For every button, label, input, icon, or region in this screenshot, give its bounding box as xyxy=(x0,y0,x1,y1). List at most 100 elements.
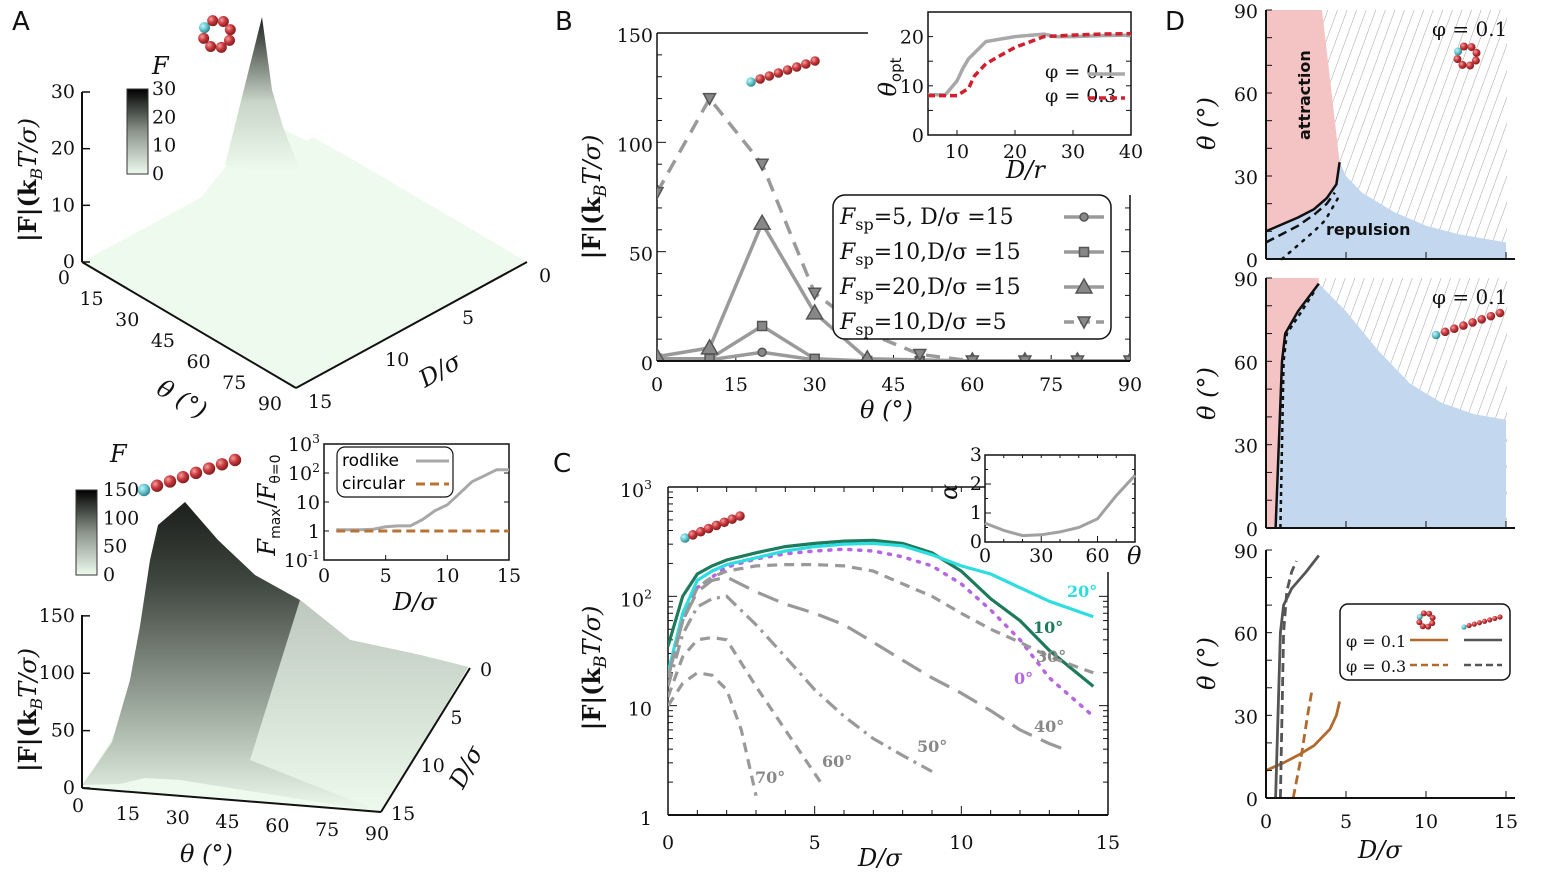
marker-triangle-down xyxy=(965,355,980,361)
curve-label-a40: 40° xyxy=(1034,717,1064,736)
series-φ=0.3 xyxy=(928,31,1132,98)
tick-label: 0 xyxy=(662,832,674,854)
tick-label: 60 xyxy=(265,815,289,837)
tick-label: 100 xyxy=(617,134,653,156)
d-bottom-ylabel: θ (°) xyxy=(1193,637,1221,690)
ring-bead xyxy=(1458,60,1467,69)
tick-label: 100 xyxy=(103,507,139,529)
rodlike-structure-icon xyxy=(137,453,242,497)
tick-label: 0 xyxy=(1246,519,1258,541)
tick-label: 60 xyxy=(1234,352,1258,374)
series-line xyxy=(657,350,1130,361)
rod-head-bead xyxy=(1431,330,1441,340)
d-bottom-xlabel: D/σ xyxy=(1357,836,1402,864)
svg-text:θopt: θopt xyxy=(874,57,905,96)
tick-label: 10-1 xyxy=(284,548,320,572)
rod-bead xyxy=(1497,614,1503,620)
circular-structure-icon-d xyxy=(1453,42,1481,70)
rod-bead xyxy=(1481,618,1488,624)
panel-letter-d: D xyxy=(1165,7,1185,37)
series-line xyxy=(1291,687,1314,798)
marker-triangle-up xyxy=(1074,277,1094,294)
tick-label: 102 xyxy=(288,461,320,485)
tick-label: 30 xyxy=(1029,545,1053,567)
rod-bead xyxy=(764,71,775,81)
c-y-label: |F|(kBT/σ) xyxy=(577,606,611,731)
marker-triangle-down xyxy=(657,186,665,201)
d-axis-rod xyxy=(380,667,471,813)
tick-label: 150 xyxy=(39,605,75,627)
tick-label: 10 xyxy=(435,565,459,587)
rod-bead xyxy=(1466,622,1472,629)
legend-entry: Fsp=10,D/σ =5 xyxy=(839,310,1007,339)
tick-label: 0 xyxy=(1246,789,1258,811)
ring-bead xyxy=(224,24,236,36)
ring-bead xyxy=(1426,610,1433,617)
series-line xyxy=(1279,560,1298,798)
alpha-line xyxy=(984,474,1137,538)
d-axis-label-rod: D/σ xyxy=(443,741,489,794)
svg-text:|F|(kBT/σ): |F|(kBT/σ) xyxy=(13,118,46,242)
ring-head-bead xyxy=(199,22,211,34)
tick-label: 10 xyxy=(296,492,320,514)
tick-label: 0 xyxy=(979,545,991,567)
ring-bead xyxy=(1416,619,1423,626)
tick-label: 100 xyxy=(39,662,75,684)
rod-bead xyxy=(810,56,820,66)
tick-label: 90 xyxy=(1118,374,1142,396)
ring-bead xyxy=(205,40,217,52)
tick-label: 30 xyxy=(152,78,176,100)
ring-bead xyxy=(1466,61,1475,70)
ring-bead xyxy=(1471,56,1480,65)
z-axis-label-rod: |F|(kBT/σ) xyxy=(13,648,46,772)
tick-label: 90 xyxy=(1234,1,1258,23)
ring-bead xyxy=(1419,623,1426,630)
panel-d: 0 30 60 90 attraction repulsion φ = 0.1 θ (… xyxy=(1193,1,1518,864)
rod-bead xyxy=(755,74,765,84)
rod-bead xyxy=(703,523,714,534)
tick-label: 90 xyxy=(365,823,389,845)
series-20° xyxy=(668,541,1094,674)
marker-triangle-down xyxy=(1076,316,1092,330)
ring-bead xyxy=(1467,43,1476,52)
tick-label: 0 xyxy=(72,795,84,817)
rod-bead xyxy=(163,475,177,488)
tick-label: 0 xyxy=(641,353,653,375)
rod-bead xyxy=(1495,308,1505,318)
ring-bead xyxy=(1453,55,1462,64)
d-mid-plot: 0 30 60 90 φ = 0.1 θ (°) xyxy=(1193,269,1515,541)
tick-label: 15 xyxy=(116,803,140,825)
tick-label: 30 xyxy=(1234,706,1258,728)
rod-head-bead xyxy=(746,77,756,87)
d-axis-label: D/σ xyxy=(413,347,466,394)
ring-bead xyxy=(1429,614,1436,621)
svg-text:Fmax/Fθ=0: Fmax/Fθ=0 xyxy=(253,454,284,556)
tick-label: 20 xyxy=(51,138,75,160)
z-axis-label: |F|(kBT/σ) xyxy=(13,118,46,242)
marker-triangle-up xyxy=(860,349,874,361)
rod-head-bead xyxy=(137,483,151,497)
c-inset-xlabel: θ xyxy=(1127,542,1142,570)
legend-circular-icon xyxy=(1416,610,1436,630)
colorbar xyxy=(126,88,149,175)
marker-triangle-down xyxy=(1122,355,1130,361)
tick-label: 15 xyxy=(724,374,748,396)
tick-label: 0 xyxy=(318,565,330,587)
boundary-dashed xyxy=(1265,191,1336,244)
rodlike-structure-icon-c xyxy=(680,511,745,543)
b-inset: 10 20 30 40 0 10 20 φ = 0.1 φ = 0.3 θopt D/r xyxy=(874,11,1143,184)
rod-bead xyxy=(773,68,784,78)
a-inset-ylabel: Fmax/Fθ=0 xyxy=(253,454,284,556)
tick-label: 30 xyxy=(51,81,75,103)
tick-label: 5 xyxy=(1340,811,1352,833)
tick-label: 10 xyxy=(949,832,973,854)
surface-peak xyxy=(225,17,300,172)
boundary-solid xyxy=(1274,282,1320,529)
tick-label: 60 xyxy=(1234,84,1258,106)
rod-bead xyxy=(1459,321,1468,330)
marker-triangle-down xyxy=(807,287,822,301)
surface-ridge xyxy=(82,17,527,388)
rod-head-bead xyxy=(1461,624,1467,630)
